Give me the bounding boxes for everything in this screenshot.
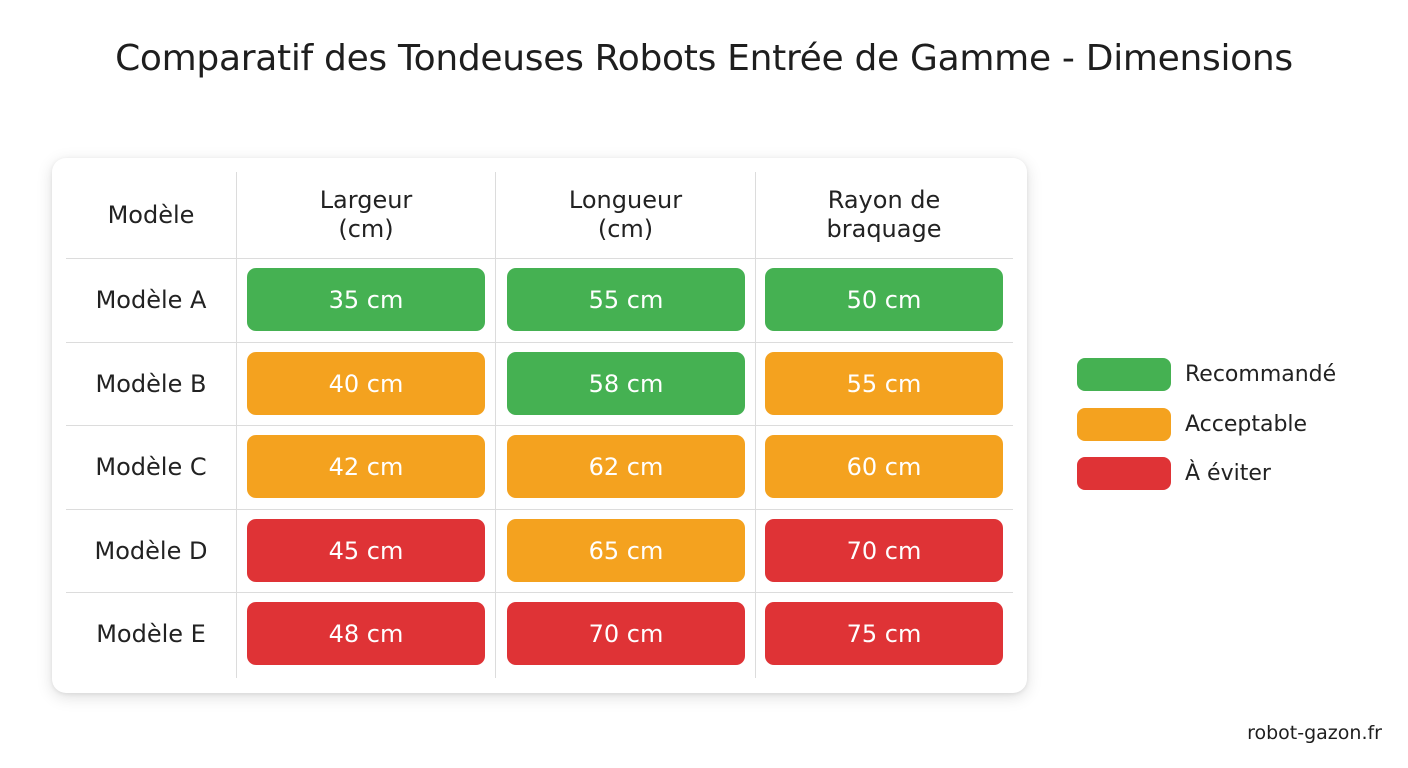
- value-cell-recommande: 35 cm: [247, 268, 485, 331]
- column-header-label: Largeur (cm): [319, 186, 413, 243]
- row-divider: [66, 342, 1013, 343]
- value-cell-eviter: 75 cm: [765, 602, 1003, 665]
- row-model-label: Modèle D: [94, 536, 208, 565]
- column-header-label: Rayon de braquage: [826, 186, 942, 243]
- value-cell-eviter: 45 cm: [247, 519, 485, 582]
- legend-swatch: [1077, 456, 1171, 490]
- legend-swatch: [1077, 407, 1171, 441]
- chart-title: Comparatif des Tondeuses Robots Entrée d…: [115, 38, 1293, 79]
- source-credit: robot-gazon.fr: [1247, 722, 1382, 744]
- row-divider: [66, 425, 1013, 426]
- row-model-label: Modèle A: [95, 285, 207, 314]
- value-cell-recommande: 50 cm: [765, 268, 1003, 331]
- value-cell-eviter: 70 cm: [507, 602, 745, 665]
- value-cell-eviter: 70 cm: [765, 519, 1003, 582]
- value-cell-acceptable: 60 cm: [765, 435, 1003, 498]
- comparison-table: Modèle Largeur (cm) Longueur (cm) Rayon de …: [66, 172, 1013, 678]
- legend-item-acceptable: Acceptable: [1077, 407, 1307, 441]
- value-cell-acceptable: 62 cm: [507, 435, 745, 498]
- value-cell-acceptable: 42 cm: [247, 435, 485, 498]
- row-model-label: Modèle C: [95, 452, 207, 481]
- column-header: Longueur (cm): [496, 172, 755, 258]
- legend-item-eviter: À éviter: [1077, 456, 1271, 490]
- column-header-label: Modèle: [107, 200, 195, 229]
- row-divider: [66, 258, 1013, 259]
- legend-label: À éviter: [1185, 460, 1271, 486]
- legend-label: Acceptable: [1185, 411, 1308, 437]
- value-cell-recommande: 58 cm: [507, 352, 745, 415]
- legend-item-recommande: Recommandé: [1077, 357, 1336, 391]
- row-divider: [66, 592, 1013, 593]
- legend-swatch: [1077, 357, 1171, 391]
- column-header: Modèle: [66, 172, 236, 258]
- row-model-label: Modèle E: [96, 619, 206, 648]
- value-cell-acceptable: 65 cm: [507, 519, 745, 582]
- column-header: Largeur (cm): [236, 172, 496, 258]
- row-divider: [66, 509, 1013, 510]
- value-cell-acceptable: 40 cm: [247, 352, 485, 415]
- column-header-label: Longueur (cm): [568, 186, 683, 243]
- legend-label: Recommandé: [1185, 361, 1337, 387]
- value-cell-acceptable: 55 cm: [765, 352, 1003, 415]
- value-cell-recommande: 55 cm: [507, 268, 745, 331]
- column-header: Rayon de braquage: [755, 172, 1013, 258]
- row-model-label: Modèle B: [95, 369, 207, 398]
- value-cell-eviter: 48 cm: [247, 602, 485, 665]
